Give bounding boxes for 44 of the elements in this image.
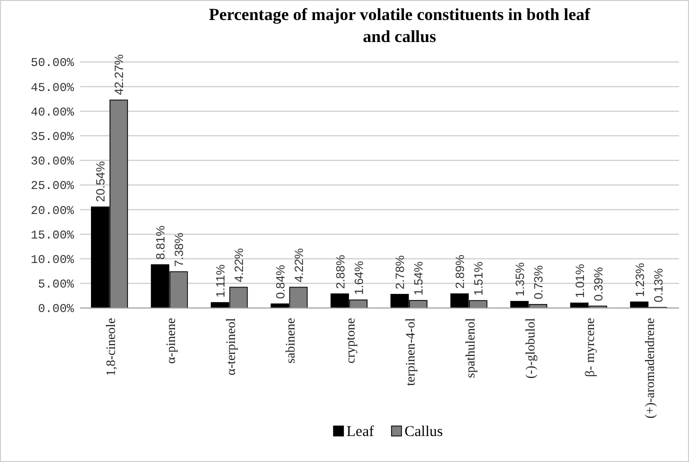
data-label: 0.39%: [591, 266, 606, 302]
y-tick-label: 20.00%: [30, 204, 75, 218]
y-tick-label: 40.00%: [30, 105, 75, 120]
legend-label: Leaf: [346, 424, 374, 440]
x-tick-label: (-)-globulol: [522, 318, 538, 379]
data-label: 20.54%: [94, 160, 108, 202]
y-tick-label: 10.00%: [30, 253, 75, 267]
data-label: 1.01%: [572, 264, 587, 298]
x-tick-label: terpinen-4-ol: [402, 318, 418, 386]
x-tick-label: spathulenol: [462, 318, 478, 378]
data-label: 4.22%: [232, 248, 246, 282]
data-label: 1.54%: [412, 261, 426, 296]
x-tick-label: 1,8-cineole: [102, 318, 118, 376]
y-tick-label: 50.00%: [30, 56, 75, 70]
y-tick-label: 30.00%: [30, 154, 75, 169]
y-tick-label: 45.00%: [30, 80, 75, 95]
data-label: 4.22%: [292, 248, 306, 282]
x-tick-label: (+)-aromadendrene: [642, 318, 658, 418]
x-tick-label: α-terpineol: [222, 318, 238, 376]
data-label: 42.27%: [112, 54, 126, 96]
y-tick-label: 5.00%: [38, 278, 75, 292]
x-tick-label: β- myrcene: [582, 318, 598, 377]
data-label: 2.88%: [333, 254, 348, 289]
data-label: 1.64%: [352, 260, 366, 295]
data-label: 1.51%: [472, 261, 486, 296]
data-label: 1.23%: [632, 262, 647, 297]
data-label: 2.89%: [453, 254, 468, 289]
legend-label: Callus: [404, 424, 443, 440]
data-label: 2.78%: [393, 254, 408, 290]
data-label: 8.81%: [154, 225, 168, 260]
y-tick-label: 15.00%: [30, 228, 75, 242]
x-tick-label: cryptone: [342, 318, 358, 364]
data-label: 7.38%: [172, 232, 186, 267]
chart-title: Percentage of major volatile constituents in both leaf and callus: [208, 5, 591, 46]
data-label: 1.35%: [512, 262, 527, 296]
data-label: 0.84%: [273, 264, 288, 299]
data-label: 1.11%: [213, 264, 228, 298]
y-tick-label: 25.00%: [30, 179, 75, 194]
y-tick-label: 35.00%: [30, 130, 75, 144]
data-label: 0.13%: [651, 268, 666, 302]
x-tick-label: sabinene: [282, 318, 298, 364]
data-label: 0.73%: [532, 265, 546, 300]
y-tick-label: 0.00%: [38, 302, 75, 316]
x-tick-label: α-pinene: [162, 318, 178, 364]
